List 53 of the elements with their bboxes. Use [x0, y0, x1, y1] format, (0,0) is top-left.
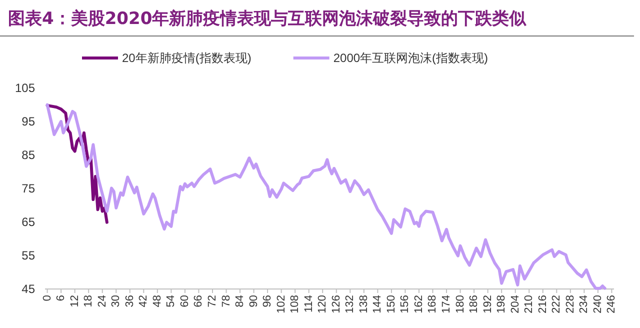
x-tick-label: 54	[165, 295, 178, 308]
x-tick-label: 48	[151, 295, 164, 308]
x-tick-label: 138	[358, 295, 370, 314]
x-tick-label: 228	[564, 295, 576, 314]
y-tick-label: 75	[22, 182, 36, 196]
x-tick-label: 72	[206, 295, 218, 308]
y-tick-label: 55	[22, 248, 36, 262]
x-tick-label: 114	[302, 295, 315, 313]
x-tick-label: 210	[523, 295, 536, 314]
x-tick-label: 150	[385, 295, 398, 314]
y-tick-label: 95	[22, 114, 36, 128]
legend-label: 2000年互联网泡沫(指数表现)	[333, 51, 488, 65]
x-tick-label: 162	[412, 295, 425, 314]
x-tick-label: 0	[41, 295, 54, 302]
x-tick-label: 192	[482, 295, 494, 314]
x-tick-label: 246	[606, 295, 618, 314]
x-tick-label: 144	[372, 295, 384, 314]
chart-title: 图表4：美股2020年新肺疫情表现与互联网泡沫破裂导致的下跌类似	[8, 9, 528, 29]
x-tick-label: 12	[68, 295, 81, 308]
x-tick-label: 126	[330, 295, 342, 314]
x-tick-label: 18	[82, 295, 95, 308]
x-tick-label: 168	[426, 295, 439, 314]
x-tick-label: 234	[578, 295, 590, 314]
x-tick-label: 24	[96, 295, 108, 308]
y-tick-label: 85	[22, 148, 36, 162]
x-tick-label: 132	[344, 295, 356, 314]
y-tick-label: 45	[22, 282, 36, 296]
x-tick-label: 96	[262, 295, 274, 308]
x-tick-label: 30	[110, 295, 122, 308]
x-tick-label: 204	[509, 295, 522, 314]
x-tick-label: 180	[454, 295, 466, 314]
x-tick-label: 78	[220, 295, 232, 308]
x-tick-label: 102	[275, 295, 288, 314]
x-tick-label: 186	[468, 295, 480, 314]
x-tick-label: 216	[536, 295, 549, 314]
x-tick-label: 120	[316, 295, 329, 314]
x-tick-label: 36	[124, 295, 136, 308]
x-tick-label: 198	[496, 295, 508, 314]
x-tick-label: 240	[592, 295, 604, 314]
x-tick-label: 6	[55, 295, 68, 302]
line-series	[46, 103, 606, 290]
x-tick-label: 222	[550, 295, 563, 314]
x-tick-label: 174	[440, 295, 453, 314]
legend-label: 20年新肺疫情(指数表现)	[122, 51, 252, 65]
x-tick-label: 156	[399, 295, 412, 314]
x-tick-label: 60	[178, 295, 191, 308]
x-tick-label: 42	[138, 295, 150, 308]
x-tick-label: 66	[192, 295, 205, 308]
y-tick-label: 105	[14, 81, 36, 95]
x-tick-label: 108	[289, 295, 302, 314]
x-tick-label: 90	[248, 295, 260, 308]
x-tick-label: 84	[234, 295, 246, 308]
y-tick-label: 65	[22, 215, 36, 229]
